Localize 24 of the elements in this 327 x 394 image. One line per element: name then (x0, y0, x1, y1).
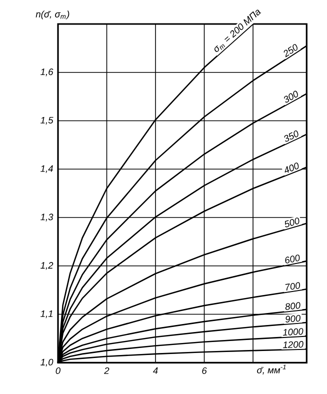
y-tick-label: 1,0 (40, 358, 54, 367)
text: 700 (286, 282, 300, 291)
text: 400 (284, 162, 299, 173)
y-axis-title: n(σ̄, σ$_{т}$) (36, 10, 70, 20)
y-tick-label: 1,2 (40, 262, 54, 270)
x-axis-title: σ̄, мм$^{-1}$ (257, 364, 286, 375)
y-tick-label: 1,1 (40, 310, 53, 318)
text: 600 (285, 254, 300, 264)
x-tick-label: 2 (104, 367, 110, 374)
text: 250 (284, 44, 298, 58)
y-tick-label: 1,5 (40, 116, 54, 125)
x-tick-label: 0 (56, 367, 61, 374)
y-tick-label: 1,3 (40, 214, 54, 222)
y-tick-label: 1,4 (40, 165, 54, 173)
series-label: 1000 (283, 328, 304, 336)
text: 800 (286, 302, 300, 310)
series-label: 1200 (283, 341, 304, 348)
text: 500 (285, 218, 300, 228)
x-tick-label: 4 (153, 367, 158, 374)
y-tick-label: 1,6 (40, 68, 54, 76)
text: 350 (284, 130, 298, 142)
x-tick-label: 6 (202, 367, 208, 374)
text: 300 (284, 90, 298, 103)
series-label: 900 (286, 314, 301, 322)
